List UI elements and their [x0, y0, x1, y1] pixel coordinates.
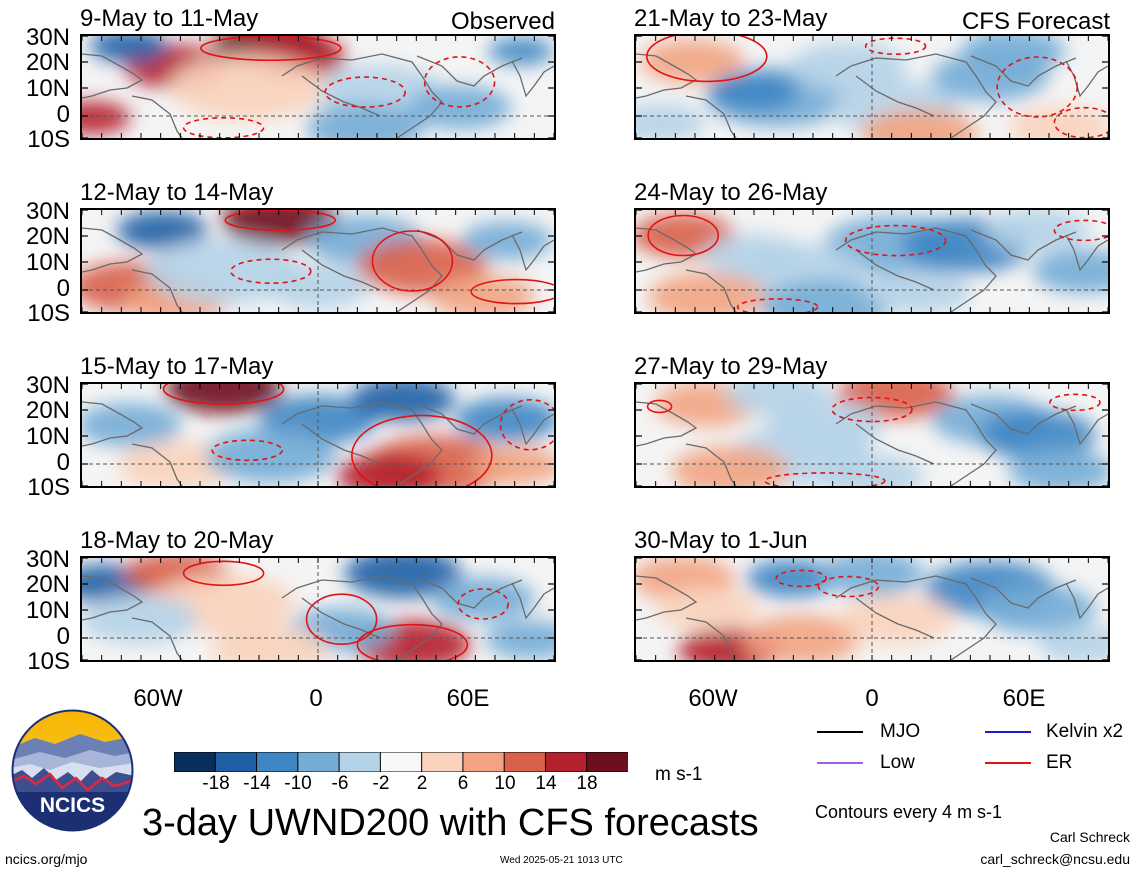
- ncics-logo: NCICS: [10, 708, 135, 833]
- colorbar-swatch: [256, 751, 299, 773]
- panel-title-8: 30-May to 1-Jun: [634, 527, 808, 554]
- map-panel-8: [634, 556, 1110, 662]
- lat-label-10n: 10N: [25, 249, 70, 276]
- panel-title-4: 18-May to 20-May: [80, 527, 274, 554]
- panel-tag-forecast: CFS Forecast: [961, 8, 1110, 35]
- lon-label-60e: 60E: [446, 685, 490, 712]
- colorbar-label: 2: [416, 773, 428, 794]
- legend-line-mjo: [817, 731, 863, 733]
- colorbar-label: 18: [576, 773, 598, 794]
- lat-label-10n: 10N: [25, 597, 70, 624]
- footer-url: ncics.org/mjo: [5, 851, 88, 867]
- colorbar-swatch: [173, 751, 217, 773]
- lat-label-10n: 10N: [25, 75, 70, 102]
- lat-label-30n: 30N: [25, 546, 70, 573]
- colorbar-swatch: [462, 751, 506, 773]
- lat-label-10n: 10N: [25, 423, 70, 450]
- legend-line-er: [985, 762, 1031, 764]
- legend-label-low: Low: [880, 752, 915, 773]
- lat-label-30n: 30N: [25, 24, 70, 51]
- panel-title-6: 24-May to 26-May: [634, 179, 828, 206]
- legend-label-er: ER: [1046, 752, 1073, 773]
- lat-label-10s: 10S: [27, 126, 70, 153]
- lon-label-60w: 60W: [688, 685, 738, 712]
- lat-label-30n: 30N: [25, 198, 70, 225]
- colorbar-label: 6: [457, 773, 469, 794]
- lat-label-20n: 20N: [25, 223, 70, 250]
- lat-label-30n: 30N: [25, 372, 70, 399]
- colorbar-label: 14: [535, 773, 557, 794]
- colorbar-label: 10: [494, 773, 516, 794]
- colorbar-label: -6: [331, 773, 349, 794]
- colorbar-swatch: [503, 751, 547, 773]
- map-panel-4: [80, 556, 556, 662]
- lat-label-eq: 0: [56, 101, 70, 128]
- panel-title-5: 21-May to 23-May: [634, 5, 828, 32]
- lat-label-eq: 0: [56, 275, 70, 302]
- colorbar-swatch: [297, 751, 341, 773]
- panel-title-2: 12-May to 14-May: [80, 179, 274, 206]
- map-panel-2: [80, 208, 556, 314]
- map-panel-6: [634, 208, 1110, 314]
- colorbar-label: -2: [372, 773, 390, 794]
- colorbar-label: -14: [243, 773, 271, 794]
- colorbar-swatch: [214, 751, 258, 773]
- map-panel-1: [80, 34, 556, 140]
- lat-label-10s: 10S: [27, 300, 70, 327]
- lat-label-20n: 20N: [25, 397, 70, 424]
- colorbar-swatch: [338, 751, 382, 773]
- legend-line-low: [817, 762, 863, 764]
- legend-label-mjo: MJO: [880, 721, 921, 742]
- map-panel-7: [634, 382, 1110, 488]
- footer-email: carl_schreck@ncsu.edu: [980, 851, 1130, 867]
- lon-label-0: 0: [309, 685, 323, 712]
- panel-title-1: 9-May to 11-May: [80, 5, 259, 32]
- map-panel-3: [80, 382, 556, 488]
- lat-label-20n: 20N: [25, 571, 70, 598]
- colorbar: [173, 751, 630, 773]
- lon-label-60e: 60E: [1002, 685, 1046, 712]
- colorbar-label: -10: [284, 773, 312, 794]
- main-title: 3-day UWND200 with CFS forecasts: [142, 802, 759, 844]
- lat-label-eq: 0: [56, 449, 70, 476]
- footer-timestamp: Wed 2025-05-21 1013 UTC: [500, 855, 623, 866]
- colorbar-label: -18: [202, 773, 230, 794]
- contours-note: Contours every 4 m s-1: [815, 802, 1003, 822]
- lat-label-20n: 20N: [25, 49, 70, 76]
- colorbar-swatch: [544, 751, 588, 773]
- panel-title-3: 15-May to 17-May: [80, 353, 274, 380]
- lat-label-10s: 10S: [27, 648, 70, 675]
- colorbar-swatch: [586, 751, 630, 773]
- ncics-logo-text: NCICS: [40, 794, 105, 817]
- legend-label-kelvin: Kelvin x2: [1046, 721, 1124, 742]
- footer-author: Carl Schreck: [1049, 829, 1130, 845]
- legend-line-kelvin: [985, 731, 1031, 733]
- lon-label-60w: 60W: [133, 685, 183, 712]
- map-panel-5: [634, 34, 1110, 140]
- lat-label-10s: 10S: [27, 474, 70, 501]
- panel-title-7: 27-May to 29-May: [634, 353, 828, 380]
- colorbar-swatch: [379, 751, 423, 773]
- colorbar-swatch: [421, 751, 464, 773]
- lat-label-eq: 0: [56, 623, 70, 650]
- lon-label-0: 0: [865, 685, 879, 712]
- panel-tag-observed: Observed: [450, 8, 555, 35]
- colorbar-unit: m s-1: [655, 764, 703, 785]
